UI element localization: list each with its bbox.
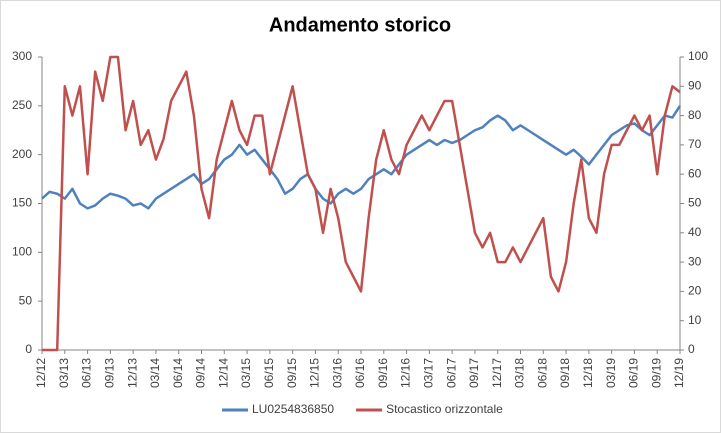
- y-tick-label: 100: [12, 245, 32, 259]
- legend-label: LU0254836850: [252, 402, 334, 416]
- x-tick-label: 06/18: [535, 358, 549, 388]
- x-tick-label: 09/18: [558, 358, 572, 388]
- y-tick-label: 50: [19, 293, 33, 307]
- x-tick-label: 09/13: [103, 358, 117, 388]
- x-tick-label: 09/17: [467, 358, 481, 388]
- x-tick-label: 12/18: [581, 358, 595, 388]
- y2-tick-label: 10: [688, 313, 702, 327]
- x-tick-label: 06/19: [627, 358, 641, 388]
- x-tick-label: 09/14: [194, 358, 208, 388]
- y2-tick-label: 70: [688, 137, 702, 151]
- x-tick-label: 12/19: [672, 358, 686, 388]
- y2-tick-label: 50: [688, 196, 702, 210]
- x-tick-label: 12/17: [490, 358, 504, 388]
- y2-tick-label: 90: [688, 78, 702, 92]
- y2-tick-label: 30: [688, 254, 702, 268]
- x-tick-label: 06/15: [262, 358, 276, 388]
- x-tick-label: 09/16: [376, 358, 390, 388]
- x-tick-label: 06/14: [171, 358, 185, 388]
- x-tick-label: 12/12: [34, 358, 48, 388]
- x-tick-label: 06/16: [353, 358, 367, 388]
- y2-tick-label: 20: [688, 284, 702, 298]
- x-tick-label: 06/17: [444, 358, 458, 388]
- x-tick-label: 12/13: [125, 358, 139, 388]
- y-tick-label: 200: [12, 147, 32, 161]
- chart-title: Andamento storico: [269, 14, 451, 36]
- y-tick-label: 0: [25, 342, 32, 356]
- y2-tick-label: 100: [688, 49, 708, 63]
- x-tick-label: 03/16: [330, 358, 344, 388]
- y2-tick-label: 0: [688, 342, 695, 356]
- x-tick-label: 03/14: [148, 358, 162, 388]
- y-tick-label: 300: [12, 49, 32, 63]
- x-tick-label: 12/15: [308, 358, 322, 388]
- x-tick-label: 03/13: [57, 358, 71, 388]
- x-tick-label: 03/19: [604, 358, 618, 388]
- legend-label: Stocastico orizzontale: [386, 402, 503, 416]
- x-tick-label: 09/19: [649, 358, 663, 388]
- series-line: [41, 105, 682, 210]
- y2-tick-label: 80: [688, 108, 702, 122]
- y2-tick-label: 60: [688, 166, 702, 180]
- x-tick-label: 03/18: [513, 358, 527, 388]
- y-tick-label: 150: [12, 196, 32, 210]
- x-tick-label: 03/15: [239, 358, 253, 388]
- y2-tick-label: 40: [688, 225, 702, 239]
- x-tick-label: 03/17: [422, 358, 436, 388]
- x-tick-label: 12/14: [216, 358, 230, 388]
- series-line: [42, 55, 681, 352]
- x-tick-label: 12/16: [399, 358, 413, 388]
- y-tick-label: 250: [12, 98, 32, 112]
- x-tick-label: 09/15: [285, 358, 299, 388]
- x-tick-label: 06/13: [80, 358, 94, 388]
